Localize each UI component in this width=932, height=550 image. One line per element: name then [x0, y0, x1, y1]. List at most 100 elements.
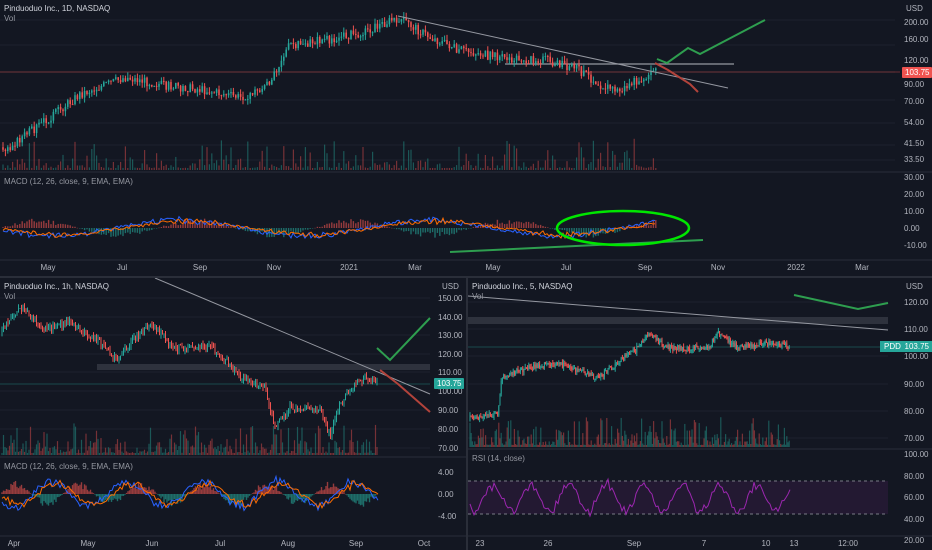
daily-candle	[583, 70, 585, 76]
hourly-macd-tick-label: 0.00	[438, 490, 454, 499]
five-min-candle	[687, 347, 689, 349]
five-min-y-tick-label: 100.00	[904, 352, 929, 361]
daily-volume-bar	[602, 166, 604, 170]
five-min-candle	[725, 337, 727, 339]
daily-volume-bar	[192, 163, 194, 170]
hourly-candle	[75, 323, 76, 329]
hourly-candle	[202, 343, 204, 347]
hourly-macd-histogram-bar	[34, 494, 36, 498]
five-min-candle	[555, 362, 557, 365]
five-min-candle	[570, 365, 572, 370]
daily-volume-bar	[314, 167, 316, 170]
hourly-volume-bar	[4, 447, 6, 455]
hourly-macd-histogram-bar	[310, 494, 312, 497]
five-min-candle	[747, 344, 749, 346]
daily-candle	[131, 79, 134, 82]
hourly-volume-bar	[304, 441, 306, 455]
five-min-candle	[680, 345, 682, 351]
daily-volume-bar	[614, 154, 616, 170]
five-min-candle	[710, 345, 712, 348]
five-min-volume-bar	[695, 422, 697, 447]
hourly-macd-histogram-bar	[218, 493, 221, 495]
daily-x-tick-label: Jul	[561, 263, 571, 272]
daily-macd-histogram-bar	[196, 223, 199, 228]
hourly-volume-bar	[233, 452, 236, 455]
five-min-candle	[493, 412, 495, 417]
five-min-volume-bar	[476, 444, 478, 447]
five-min-chart-canvas[interactable]: 120.00110.00100.0090.0080.0070.00100.008…	[468, 278, 932, 550]
daily-volume-bar	[235, 164, 237, 170]
hourly-candle	[124, 347, 126, 352]
hourly-macd-histogram-bar	[314, 493, 317, 494]
hourly-volume-bar	[130, 452, 132, 455]
daily-chart-canvas[interactable]: 200.00160.00120.0090.0070.0054.0041.5033…	[0, 0, 932, 276]
daily-candle	[513, 60, 515, 63]
hourly-candle	[82, 331, 84, 334]
hourly-macd-histogram-bar	[29, 493, 32, 494]
hourly-volume-bar	[92, 442, 95, 455]
daily-macd-histogram-bar	[59, 223, 62, 228]
hourly-candle	[363, 378, 364, 384]
daily-candle	[4, 149, 7, 152]
hourly-candle	[85, 330, 87, 333]
five-min-candle	[683, 347, 685, 351]
hourly-candle	[36, 316, 37, 323]
daily-candle	[33, 126, 35, 134]
hourly-volume-bar	[353, 452, 356, 455]
hourly-volume-bar	[239, 428, 242, 455]
hourly-macd-histogram-bar	[340, 491, 342, 494]
hourly-candle	[228, 357, 229, 366]
hourly-volume-bar	[44, 446, 47, 455]
daily-volume-bar	[600, 152, 602, 170]
daily-y-tick-label: 41.50	[904, 139, 925, 148]
daily-volume-bar	[453, 167, 455, 170]
daily-volume-bar	[237, 159, 239, 170]
hourly-macd-histogram-bar	[275, 486, 278, 494]
five-min-volume-bar	[729, 444, 731, 447]
five-min-volume-bar	[641, 418, 643, 447]
daily-volume-bar	[348, 161, 350, 170]
daily-volume-bar	[364, 167, 366, 170]
hourly-volume-bar	[248, 452, 251, 455]
five-min-candle	[723, 335, 725, 338]
five-min-candle	[692, 346, 694, 350]
daily-volume-bar	[45, 163, 47, 170]
daily-chart-panel[interactable]: 200.00 160.00 120.00 90.00 70.00 54.00 41.50 33…	[0, 0, 932, 276]
hourly-volume-bar	[74, 426, 77, 455]
daily-volume-bar	[50, 166, 52, 170]
hourly-candle	[346, 391, 348, 395]
five-min-volume-bar	[653, 421, 655, 447]
hourly-chart-canvas[interactable]: 150.00140.00130.00120.00110.00100.0090.0…	[0, 278, 466, 550]
five-min-volume-bar	[633, 435, 635, 447]
five-min-volume-bar	[621, 435, 623, 447]
daily-volume-bar	[633, 138, 635, 170]
hourly-volume-bar	[257, 452, 260, 455]
five-min-candle	[775, 344, 777, 346]
hourly-candle	[256, 381, 258, 389]
hourly-macd-histogram-bar	[154, 491, 156, 494]
five-min-candle	[489, 412, 491, 417]
daily-candle	[287, 43, 290, 50]
hourly-candle	[271, 411, 273, 415]
five-min-volume-bar	[785, 444, 787, 447]
daily-macd-histogram-bar	[254, 228, 256, 233]
five-min-volume-bar	[656, 436, 658, 447]
hourly-macd-histogram-bar	[356, 494, 359, 501]
five-min-candle	[548, 362, 550, 365]
hourly-chart-panel[interactable]: 150.00 140.00 130.00 120.00 110.00 100.00 90.0…	[0, 278, 466, 550]
horizontal-divider[interactable]	[0, 276, 932, 278]
hourly-macd-histogram-bar	[41, 494, 44, 506]
daily-volume-bar	[7, 165, 9, 170]
daily-macd-histogram-bar	[271, 228, 273, 237]
five-min-candle	[619, 361, 621, 364]
five-min-volume-bar	[651, 443, 653, 447]
hourly-volume-bar	[229, 445, 231, 455]
five-min-volume-bar	[654, 438, 656, 447]
five-min-candle	[765, 340, 767, 343]
hourly-volume-bar	[280, 429, 282, 455]
five-min-chart-panel[interactable]: 120.00 110.00 100.00 90.00 80.00 70.00 100.00 8…	[468, 278, 932, 550]
hourly-volume-bar	[58, 452, 60, 455]
vertical-divider[interactable]	[466, 278, 468, 550]
daily-macd-histogram-bar	[283, 228, 285, 238]
five-min-volume-bar	[642, 443, 644, 447]
